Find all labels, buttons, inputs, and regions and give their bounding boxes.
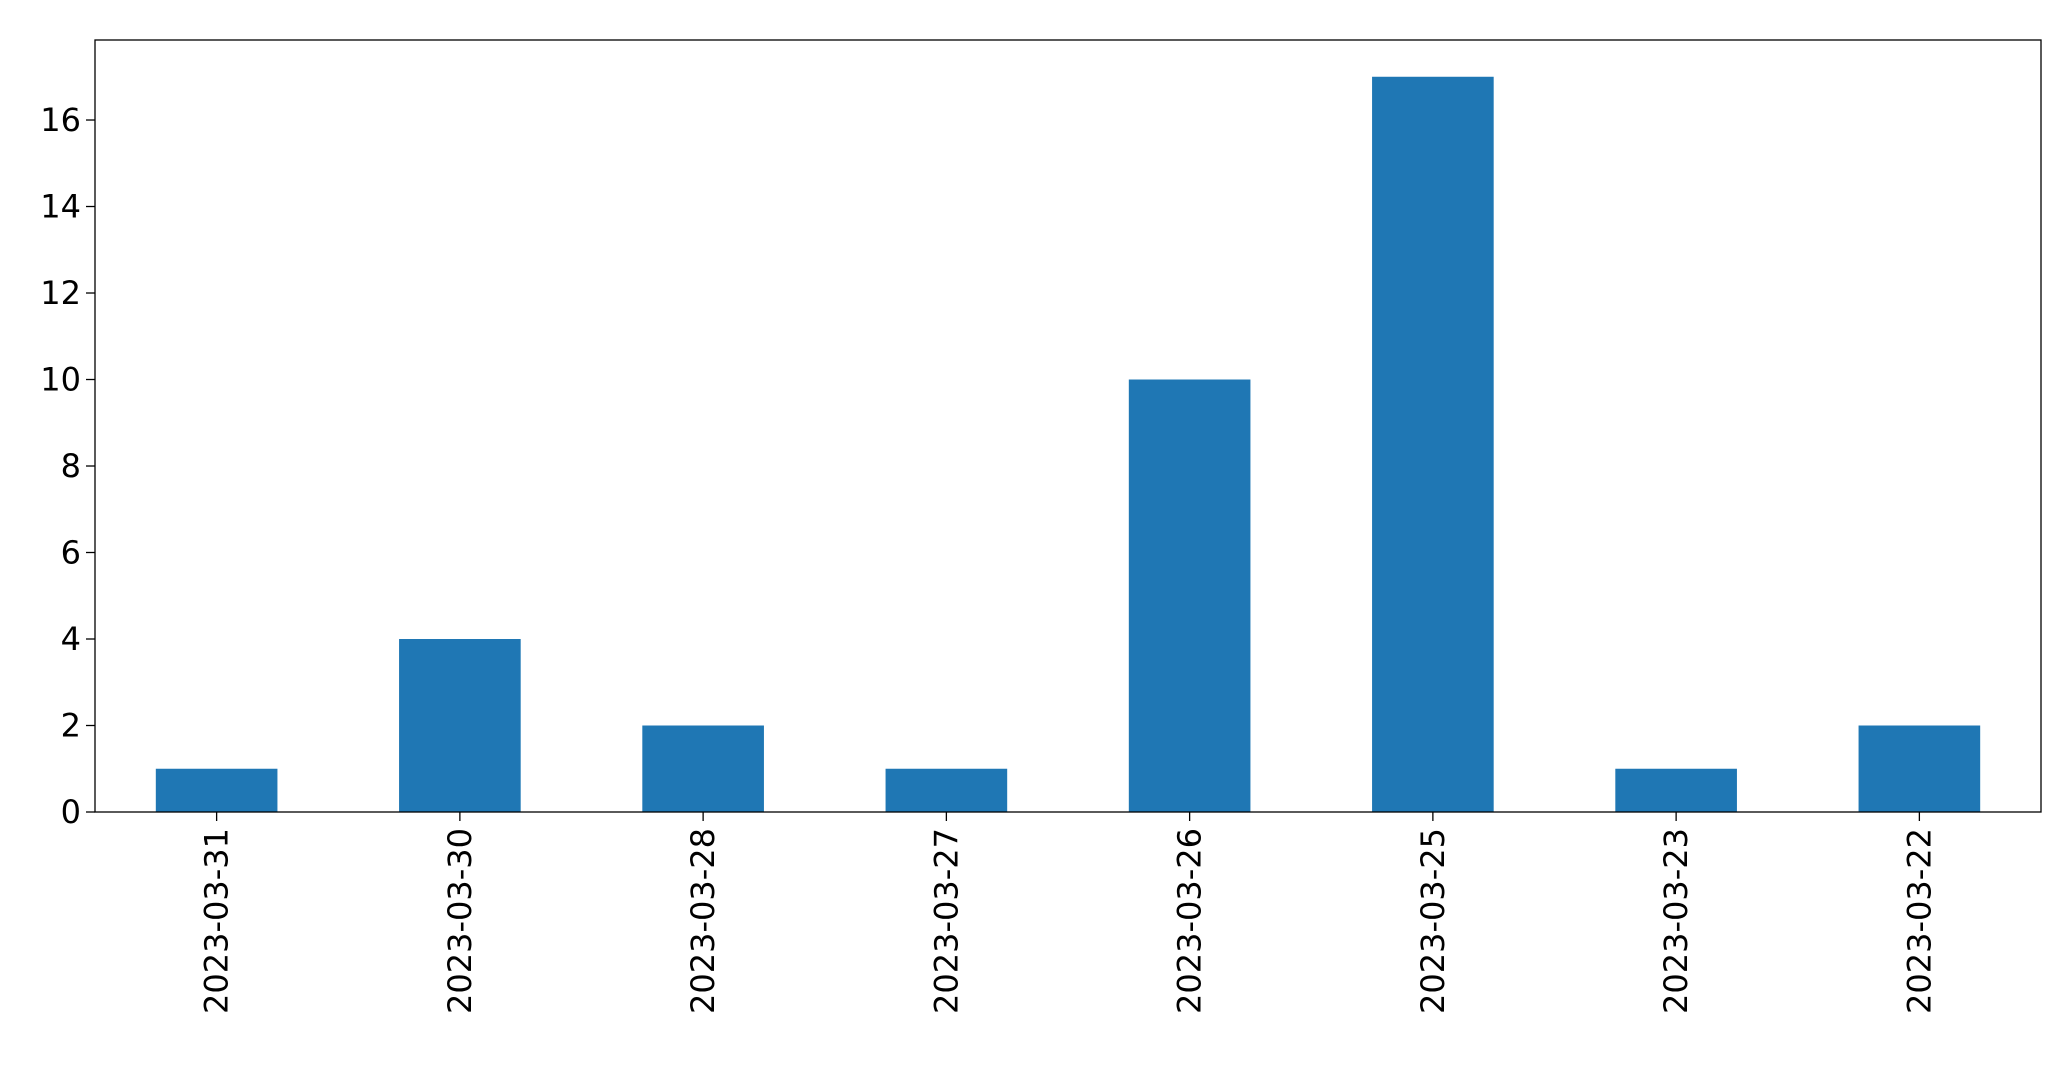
y-tick-label: 8 (61, 447, 81, 485)
x-tick-label: 2023-03-23 (1657, 828, 1695, 1014)
y-tick-label: 4 (61, 620, 81, 658)
y-tick-label: 2 (61, 707, 81, 745)
ticks-layer: 0 2 4 6 8 10 12 14 16 2023-03-31 2023-03-30 2023-03… (40, 101, 1938, 1014)
bar-2023-03-31 (155, 768, 278, 812)
x-tick-label: 2023-03-27 (927, 828, 965, 1014)
axes-layer (94, 39, 2042, 813)
bar-2023-03-23 (1615, 768, 1737, 812)
bar-2023-03-25 (1372, 76, 1494, 812)
y-tick-label: 12 (40, 274, 81, 312)
bar-2023-03-28 (642, 725, 764, 812)
bar-2023-03-26 (1128, 379, 1251, 812)
x-tick-label: 2023-03-31 (198, 828, 236, 1014)
x-tick-label: 2023-03-28 (684, 828, 722, 1014)
y-tick-label: 16 (40, 101, 81, 139)
bar-2023-03-30 (399, 639, 521, 812)
bar-2023-03-27 (885, 768, 1008, 812)
bars-layer (155, 76, 1981, 812)
x-tick-label: 2023-03-26 (1171, 828, 1209, 1014)
y-tick-label: 6 (61, 534, 81, 572)
y-tick-label: 14 (40, 188, 81, 226)
bar-2023-03-22 (1858, 725, 1981, 812)
y-tick-label: 10 (40, 361, 81, 399)
plot-frame (94, 39, 2042, 813)
x-tick-label: 2023-03-30 (441, 828, 479, 1014)
y-tick-label: 0 (61, 793, 81, 831)
x-tick-label: 2023-03-25 (1414, 828, 1452, 1014)
x-tick-label: 2023-03-22 (1900, 828, 1938, 1014)
